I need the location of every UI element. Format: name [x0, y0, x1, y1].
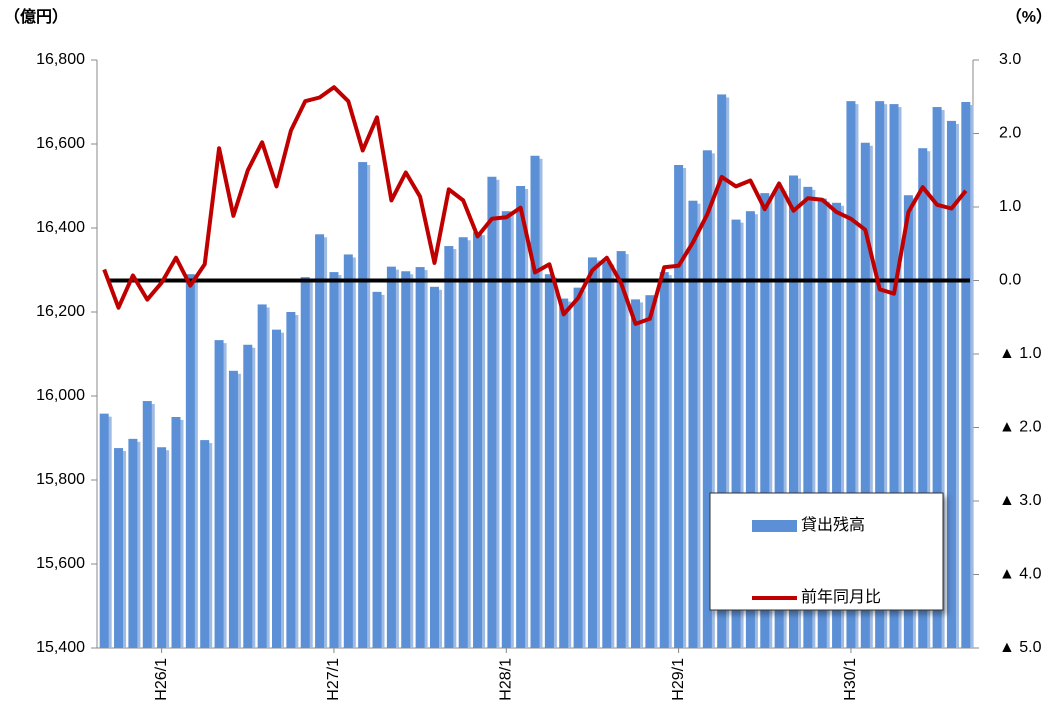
bar: [774, 188, 784, 648]
y2-tick-label: ▲ 1.0: [999, 345, 1042, 362]
bar: [286, 312, 296, 648]
bar: [228, 370, 238, 648]
bar: [659, 272, 669, 648]
y-tick-label: 16,000: [36, 387, 85, 404]
bar: [631, 299, 641, 648]
bar: [114, 448, 124, 648]
bar: [731, 219, 741, 648]
bar: [860, 142, 870, 649]
bar: [200, 440, 210, 648]
x-tick-label: H28/1: [497, 658, 514, 701]
bar: [300, 277, 310, 648]
bar: [516, 186, 526, 648]
bar: [717, 94, 727, 648]
legend-box: [709, 492, 944, 611]
bar: [487, 176, 497, 648]
bar: [688, 200, 698, 648]
bar: [846, 101, 856, 648]
bar: [674, 165, 684, 648]
y-tick-label: 16,400: [36, 219, 85, 236]
bar: [386, 266, 396, 648]
y2-tick-label: 1.0: [999, 198, 1021, 215]
bar: [315, 234, 325, 649]
y2-tick-label: 2.0: [999, 125, 1021, 142]
bar: [875, 101, 885, 648]
bar: [932, 107, 942, 649]
y-tick-label: 15,600: [36, 555, 85, 572]
bar: [745, 211, 755, 648]
bar: [587, 257, 597, 648]
bar: [429, 286, 439, 648]
bar: [444, 246, 454, 648]
legend-label: 前年同月比: [801, 588, 881, 606]
bar: [946, 120, 956, 648]
bar: [343, 254, 353, 648]
y2-tick-label: ▲ 4.0: [999, 566, 1042, 583]
bar: [645, 295, 655, 648]
bar: [803, 186, 813, 648]
y2-tick-label: ▲ 5.0: [999, 639, 1042, 656]
bar: [573, 287, 583, 648]
bar: [185, 274, 195, 648]
y-tick-label: 15,400: [36, 639, 85, 656]
bar: [458, 237, 468, 649]
bar: [559, 298, 569, 648]
y-tick-label: 16,800: [36, 51, 85, 68]
x-tick-label: H29/1: [670, 658, 687, 701]
bar: [817, 198, 827, 648]
x-tick-label: H26/1: [153, 658, 170, 701]
bar: [372, 291, 382, 648]
y2-tick-label: 3.0: [999, 51, 1021, 68]
bar: [602, 261, 612, 648]
bar: [243, 344, 253, 648]
y-axis-title: （億円）: [4, 7, 68, 26]
bar: [171, 417, 181, 648]
bar: [99, 413, 109, 648]
bar: [918, 148, 928, 648]
bar: [501, 211, 511, 648]
bar: [903, 195, 913, 649]
legend-label: 貸出残高: [801, 516, 865, 534]
bar: [544, 274, 554, 648]
bar: [788, 175, 798, 648]
bar: [473, 232, 483, 648]
bar: [214, 340, 224, 648]
bar: [142, 401, 152, 648]
bar: [272, 329, 282, 648]
bar: [616, 251, 626, 648]
y-tick-label: 16,600: [36, 135, 85, 152]
bar: [128, 438, 138, 648]
bar: [760, 193, 770, 648]
x-tick-label: H30/1: [842, 658, 859, 701]
legend-swatch: [752, 520, 797, 532]
y2-tick-label: ▲ 3.0: [999, 492, 1042, 509]
bar: [415, 267, 425, 648]
bar: [401, 271, 411, 648]
bar: [961, 102, 971, 648]
line-series: [102, 85, 968, 326]
y2-tick-label: ▲ 2.0: [999, 419, 1042, 436]
y2-axis-title: （%）: [1006, 8, 1052, 26]
y-tick-label: 16,200: [36, 303, 85, 320]
bar: [358, 162, 368, 648]
bar: [157, 447, 167, 648]
y-tick-label: 15,800: [36, 471, 85, 488]
y2-tick-label: 0.0: [999, 272, 1021, 289]
bar: [889, 104, 899, 649]
bar: [530, 155, 540, 648]
bar: [257, 304, 267, 648]
x-tick-label: H27/1: [325, 658, 342, 701]
bar: [832, 202, 842, 649]
bar: [329, 272, 339, 648]
bar: [702, 150, 712, 649]
